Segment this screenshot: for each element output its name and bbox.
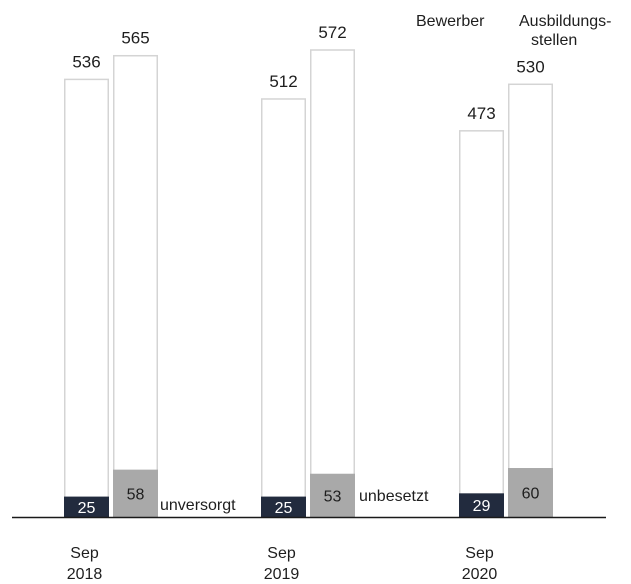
value-label-1-1: 572 [318, 23, 346, 42]
bar-sub-1-0 [113, 469, 158, 517]
bar-total-0-1 [261, 98, 306, 518]
value-label-0-1: 512 [269, 72, 297, 91]
value-label-1-2: 530 [516, 57, 544, 76]
legend-ausbildungsstellen: Ausbildungs-stellen [519, 13, 612, 49]
bar-total-1-2 [508, 83, 553, 518]
bar-sub-1-1 [310, 473, 355, 517]
bar-sub-0-0 [64, 496, 109, 517]
category-label-2: Sep 2020 [462, 545, 498, 583]
bar-sub-0-2 [459, 493, 504, 517]
bar-total-1-1 [310, 49, 355, 518]
category-label-0: Sep 2018 [67, 545, 103, 583]
sub-value-label-1-0: 58 [127, 486, 145, 503]
bar-sub-0-1 [261, 496, 306, 517]
sub-value-label-1-1: 53 [324, 488, 342, 505]
annotation-unbesetzt: unbesetzt [359, 488, 429, 505]
value-label-0-2: 473 [467, 104, 495, 123]
annotation-unversorgt: unversorgt [160, 497, 236, 514]
bar-total-0-2 [459, 130, 504, 518]
bar-sub-1-2 [508, 468, 553, 517]
value-label-0-0: 536 [72, 52, 100, 71]
value-label-1-0: 565 [121, 29, 149, 48]
bar-total-0-0 [64, 78, 109, 518]
category-label-1: Sep 2019 [264, 545, 300, 583]
sub-value-label-1-2: 60 [522, 486, 540, 503]
legend-bewerber: Bewerber [416, 13, 485, 30]
sub-value-label-0-0: 25 [78, 500, 96, 517]
sub-value-label-0-1: 25 [275, 500, 293, 517]
bar-total-1-0 [113, 54, 158, 518]
sub-value-label-0-2: 29 [473, 498, 491, 515]
